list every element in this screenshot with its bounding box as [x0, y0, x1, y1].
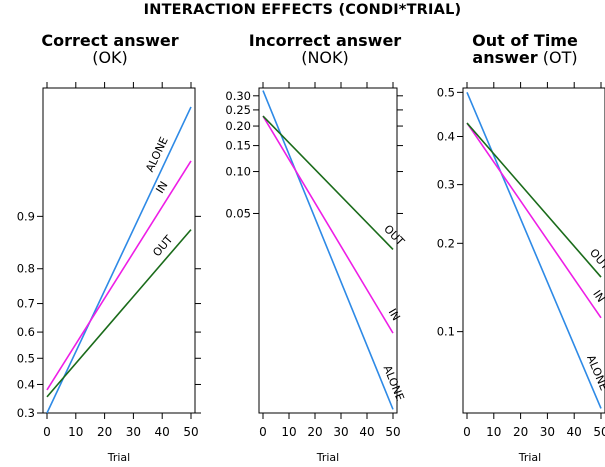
y-tick-label: 0.10 [225, 165, 251, 179]
y-tick-label: 0.30 [225, 89, 251, 103]
y-tick-label: 0.3 [17, 406, 35, 420]
y-tick-label: 0.8 [17, 262, 35, 276]
x-tick-label: 50 [593, 425, 605, 439]
panel-title-correct-bold: Correct answer [41, 31, 179, 50]
x-tick-label: 50 [183, 425, 198, 439]
x-tick-label: 30 [333, 425, 348, 439]
x-tick-label: 40 [359, 425, 374, 439]
series-label-in: IN [386, 306, 403, 323]
series-label-out: OUT [381, 222, 407, 248]
y-tick-label: 0.4 [437, 130, 455, 144]
y-tick-label: 0.7 [17, 297, 35, 311]
x-tick-label: 0 [259, 425, 267, 439]
x-tick-label: 0 [463, 425, 471, 439]
panel-title-incorrect-bold: Incorrect answer [248, 31, 402, 50]
y-tick-label: 0.9 [17, 209, 35, 223]
y-tick-label: 0.1 [437, 325, 455, 339]
panel-title-outoftime: Out of Time answer (OT) [440, 32, 605, 66]
y-tick-label: 0.2 [437, 236, 455, 250]
x-axis-label: Trial [107, 451, 130, 464]
series-line-out [262, 115, 394, 250]
panel-title-outoftime-bold-2: answer [472, 48, 538, 67]
panel-frame [258, 87, 398, 414]
x-tick-label: 20 [307, 425, 322, 439]
series-line-in [46, 160, 192, 391]
series-label-alone: ALONE [584, 353, 605, 392]
x-tick-label: 50 [385, 425, 400, 439]
panel-title-outoftime-sub: (OT) [542, 48, 578, 67]
series-line-alone [262, 90, 394, 410]
series-line-in [466, 122, 602, 319]
panel-title-outoftime-bold: Out of Time [472, 31, 578, 50]
x-tick-label: 40 [567, 425, 582, 439]
x-tick-label: 0 [43, 425, 51, 439]
y-tick-label: 0.5 [437, 85, 455, 99]
series-line-out [46, 229, 192, 398]
x-tick-label: 30 [126, 425, 141, 439]
series-label-out: OUT [150, 233, 175, 259]
series-line-in [262, 115, 394, 334]
x-tick-label: 10 [281, 425, 296, 439]
series-label-alone: ALONE [381, 363, 407, 402]
panel-title-correct-sub: (OK) [92, 48, 128, 67]
series-line-alone [46, 106, 192, 414]
y-tick-label: 0.20 [225, 119, 251, 133]
x-tick-label: 20 [97, 425, 112, 439]
series-label-alone: ALONE [143, 135, 171, 174]
series-line-alone [466, 92, 602, 409]
x-tick-label: 20 [513, 425, 528, 439]
series-label-out: OUT [587, 246, 605, 272]
panel-frame [42, 87, 196, 414]
series-line-out [466, 122, 602, 278]
panel-frame [462, 87, 605, 414]
y-tick-label: 0.25 [225, 103, 251, 117]
y-tick-label: 0.05 [225, 206, 251, 220]
y-tick-label: 0.5 [17, 351, 35, 365]
panel-title-incorrect: Incorrect answer (NOK) [225, 32, 425, 66]
main-title: INTERACTION EFFECTS (CONDI*TRIAL) [143, 2, 462, 18]
y-tick-label: 0.4 [17, 377, 35, 391]
x-tick-label: 10 [486, 425, 501, 439]
x-tick-label: 10 [68, 425, 83, 439]
x-tick-label: 40 [155, 425, 170, 439]
panel-title-correct: Correct answer (OK) [15, 32, 205, 66]
x-axis-label: Trial [316, 451, 339, 464]
y-tick-label: 0.6 [17, 325, 35, 339]
x-axis-label: Trial [518, 451, 541, 464]
y-tick-label: 0.3 [437, 178, 455, 192]
series-label-in: IN [590, 288, 605, 305]
panel-title-incorrect-sub: (NOK) [301, 48, 349, 67]
x-tick-label: 30 [540, 425, 555, 439]
y-tick-label: 0.15 [225, 139, 251, 153]
